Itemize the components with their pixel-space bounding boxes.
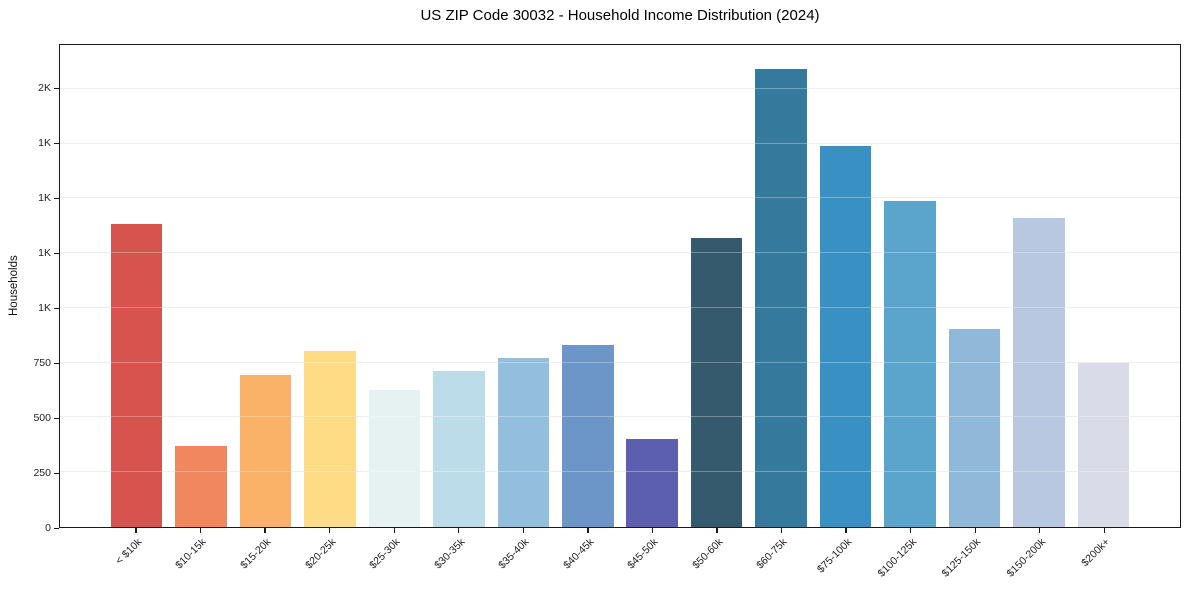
bar <box>626 438 678 527</box>
x-tick-label: $200k+ <box>1079 536 1113 570</box>
x-tick-label: $75-100k <box>814 536 855 576</box>
gridline <box>60 306 1180 308</box>
gridline <box>60 142 1180 144</box>
y-tick <box>54 472 59 474</box>
bar <box>1013 218 1065 527</box>
gridline-overlay <box>60 197 1180 199</box>
bar <box>433 371 485 527</box>
gridline-overlay <box>60 306 1180 308</box>
gridline <box>60 252 1180 254</box>
y-tick <box>54 87 59 89</box>
y-tick-label: 0 <box>45 521 51 534</box>
x-tick-label: $20-25k <box>302 536 338 572</box>
x-tick-label: < $10k <box>113 536 145 567</box>
y-tick-label: 2K <box>38 81 51 94</box>
gridline-overlay <box>60 142 1180 144</box>
x-tick-label: $30-35k <box>431 536 468 572</box>
bar <box>562 344 614 527</box>
x-tick-label: $15-20k <box>238 536 274 572</box>
gridline <box>60 471 1180 473</box>
y-tick-label: 500 <box>33 411 51 424</box>
x-tick-label: $150-200k <box>1004 536 1049 580</box>
bar <box>368 390 421 527</box>
bar <box>755 69 807 527</box>
gridline-overlay <box>60 361 1180 363</box>
x-tick-label: $45-50k <box>625 536 661 572</box>
y-tick <box>54 527 59 529</box>
bar <box>304 350 356 527</box>
y-tick <box>54 417 59 419</box>
bar <box>110 223 163 527</box>
gridline <box>60 416 1180 418</box>
x-tick-label: $50-60k <box>690 536 726 572</box>
x-tick <box>135 528 137 533</box>
x-tick <box>458 528 460 533</box>
bar <box>948 328 1001 527</box>
y-tick <box>54 307 59 309</box>
x-tick <box>199 528 202 533</box>
gridline-overlay <box>60 252 1180 254</box>
x-tick <box>522 528 524 533</box>
gridline <box>60 87 1180 89</box>
gridline <box>60 361 1180 363</box>
x-tick-label: $35-40k <box>496 536 532 572</box>
x-tick-label: $125-150k <box>939 536 984 580</box>
bar <box>239 375 292 527</box>
y-tick-label: 750 <box>33 356 51 369</box>
y-tick-label: 1K <box>38 301 51 314</box>
y-tick-label: 250 <box>33 466 51 479</box>
y-tick <box>54 142 59 144</box>
x-tick-label: $25-30k <box>367 536 403 572</box>
gridline-overlay <box>60 471 1180 473</box>
x-tick <box>264 528 266 533</box>
x-tick <box>845 528 847 533</box>
x-tick-label: $40-45k <box>560 536 597 572</box>
x-tick <box>328 528 331 533</box>
y-tick <box>54 362 59 364</box>
x-tick <box>393 528 395 533</box>
y-tick-label: 1K <box>38 191 51 204</box>
x-tick <box>651 528 654 533</box>
y-axis-label: Households <box>8 255 20 317</box>
plot-area <box>59 44 1181 528</box>
x-tick-label: $10-15k <box>173 536 209 572</box>
y-tick-label: 1K <box>38 136 51 149</box>
x-tick <box>780 528 783 533</box>
bar <box>497 357 550 527</box>
gridline-overlay <box>60 87 1180 89</box>
chart-title: US ZIP Code 30032 - Household Income Dis… <box>420 7 820 24</box>
bar <box>175 445 227 527</box>
bar <box>819 145 872 527</box>
gridline <box>60 197 1180 199</box>
y-tick <box>54 197 59 199</box>
bar <box>690 237 743 527</box>
y-tick <box>54 252 59 254</box>
bar <box>884 201 936 527</box>
y-tick-label: 1K <box>38 246 51 259</box>
x-tick <box>1039 528 1041 533</box>
gridline-overlay <box>60 416 1180 418</box>
x-tick <box>974 528 976 533</box>
x-tick <box>910 528 912 533</box>
x-tick-label: $100-125k <box>875 536 920 580</box>
bar <box>1077 362 1130 527</box>
x-tick <box>716 528 718 533</box>
x-tick-label: $60-75k <box>754 536 790 572</box>
x-tick <box>1103 528 1105 533</box>
x-tick <box>587 528 589 533</box>
